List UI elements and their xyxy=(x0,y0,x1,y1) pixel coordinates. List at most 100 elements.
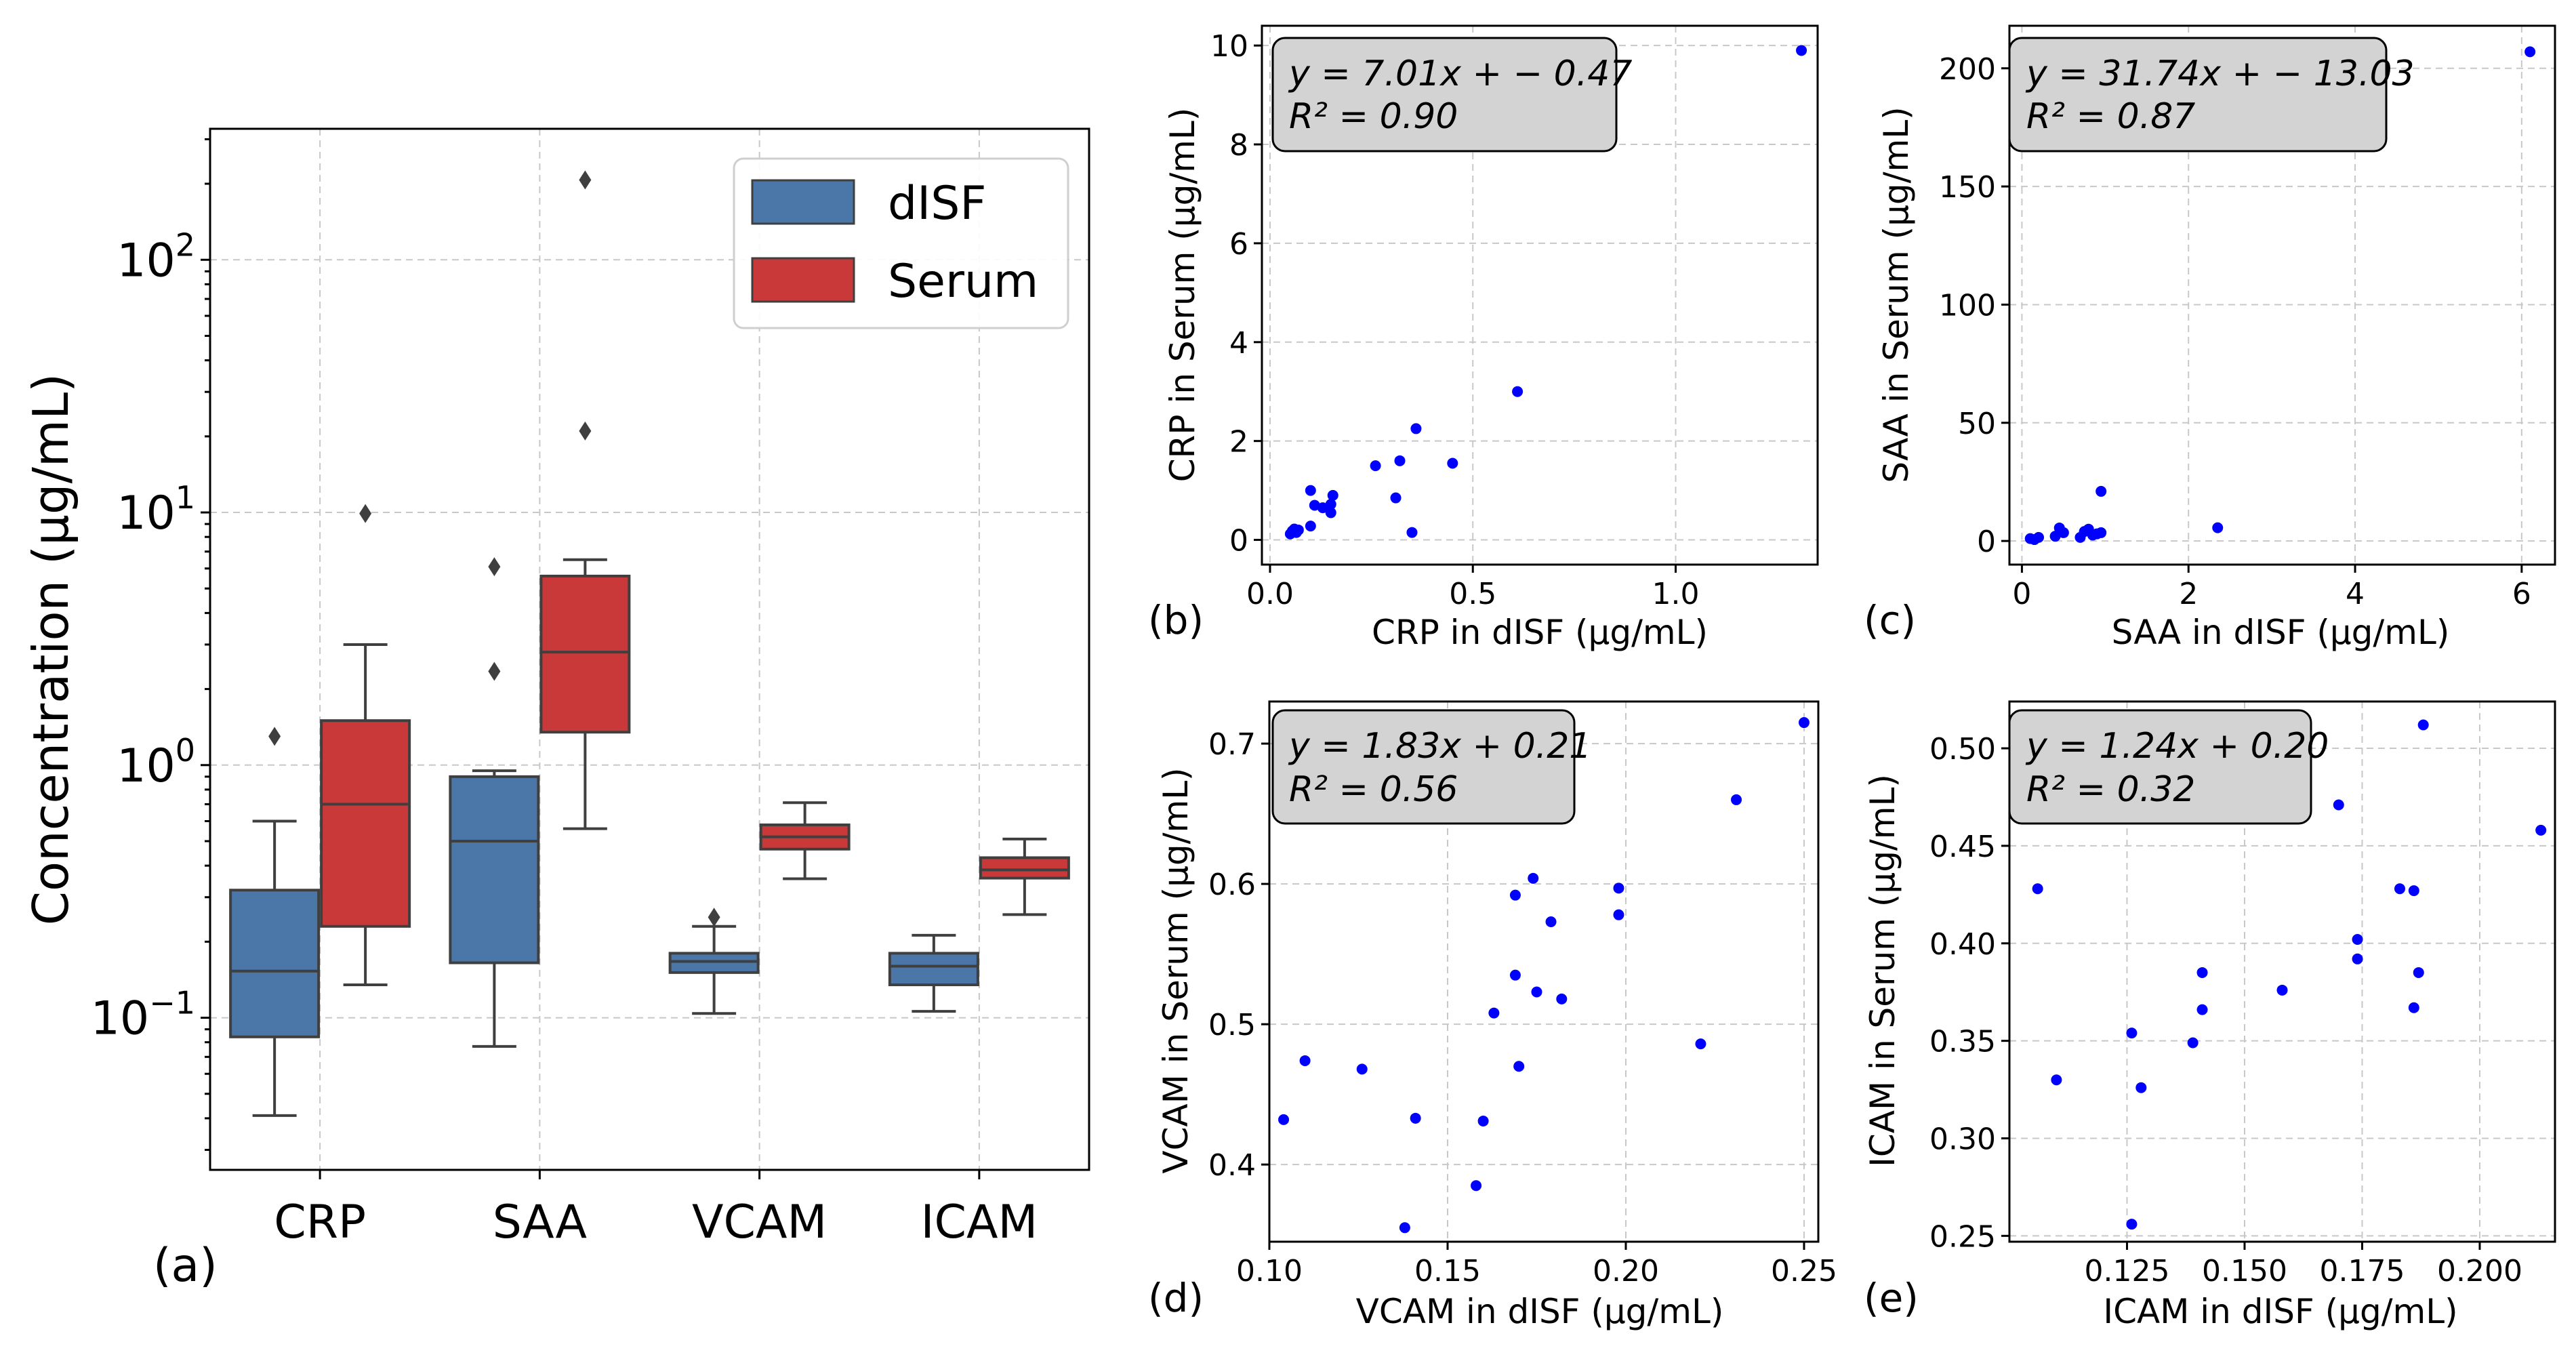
scatter-e-x-tick-label: 0.125 xyxy=(2085,1254,2170,1288)
scatter-d-point xyxy=(1613,882,1624,894)
scatter-b-y-tick-label: 8 xyxy=(1229,128,1248,163)
boxplot-y-ticks: 10−1 100 101 102 xyxy=(91,138,210,1151)
scatter-panel-b: 0.0 0.5 1.0 0 2 4 6 8 10 CRP in dISF (µg/mL) CRP… xyxy=(1148,24,1819,652)
scatter-panel-e: 0.125 0.150 0.175 0.200 0.25 0.30 0.35 0.40 0.45… xyxy=(1863,700,2556,1331)
scatter-b-point xyxy=(1370,460,1381,472)
scatter-b-y-tick-label: 6 xyxy=(1229,227,1248,262)
scatter-e-point xyxy=(2135,1082,2147,1093)
scatter-c-y-label: SAA in Serum (µg/mL) xyxy=(1877,106,1916,483)
scatter-e-x-tick-label: 0.175 xyxy=(2319,1254,2405,1288)
scatter-d-equation-box xyxy=(1271,709,1576,825)
scatter-d-y-tick-label: 0.7 xyxy=(1208,727,1256,762)
scatter-c-point xyxy=(2212,522,2224,533)
scatter-e-y-tick-label: 0.30 xyxy=(1929,1122,1996,1157)
scatter-c-points xyxy=(2024,46,2536,546)
scatter-d-x-tick-label: 0.10 xyxy=(1236,1254,1303,1288)
legend-label-disf: dISF xyxy=(888,177,987,230)
scatter-e-y-label: ICAM in Serum (µg/mL) xyxy=(1863,774,1902,1167)
box-iqr xyxy=(320,719,411,928)
scatter-d-point xyxy=(1356,1063,1368,1075)
scatter-e-y-tick-label: 0.40 xyxy=(1929,927,1996,962)
scatter-c-frame xyxy=(2008,24,2556,566)
scatter-e-frame xyxy=(2008,700,2556,1243)
scatter-e-point xyxy=(2126,1219,2138,1230)
scatter-d-x-label: VCAM in dISF (µg/mL) xyxy=(1356,1292,1724,1331)
scatter-d-point xyxy=(1513,1061,1525,1072)
scatter-b-y-tick-label: 2 xyxy=(1229,425,1248,460)
scatter-d-point xyxy=(1471,1180,1482,1192)
scatter-b-y-tick-label: 0 xyxy=(1229,524,1248,558)
scatter-b-points xyxy=(1284,45,1807,540)
scatter-c-x-tick-label: 6 xyxy=(2512,577,2531,611)
panel-tag-d: (d) xyxy=(1148,1275,1204,1321)
scatter-c-point xyxy=(2095,485,2107,497)
scatter-d-point xyxy=(1695,1038,1706,1050)
box-serum-saa xyxy=(539,170,631,830)
boxplot-y-tick-label: 100 xyxy=(117,732,195,793)
scatter-d-point xyxy=(1545,916,1557,928)
scatter-e-y-tick-label: 0.35 xyxy=(1929,1025,1996,1059)
scatter-b-point xyxy=(1317,502,1328,514)
scatter-e-r2: R² = 0.32 xyxy=(2026,769,2195,810)
scatter-b-x-tick-label: 1.0 xyxy=(1652,577,1700,611)
scatter-b-ticks: 0.0 0.5 1.0 0 2 4 6 8 10 xyxy=(1210,29,1700,611)
scatter-e-point xyxy=(2352,953,2363,964)
scatter-c-point xyxy=(2033,531,2045,543)
scatter-d-equation: y = 1.83x + 0.21 xyxy=(1288,726,1591,767)
scatter-d-y-tick-label: 0.6 xyxy=(1208,868,1256,902)
scatter-c-x-tick-label: 4 xyxy=(2346,577,2365,611)
box-disf-crp xyxy=(229,727,321,1117)
scatter-e-point xyxy=(2126,1028,2138,1039)
scatter-c-equation: y = 31.74x + − 13.03 xyxy=(2025,54,2415,94)
scatter-b-r2: R² = 0.90 xyxy=(1289,96,1458,137)
scatter-d-point xyxy=(1531,986,1542,998)
scatter-b-point xyxy=(1512,386,1524,397)
scatter-b-point xyxy=(1305,521,1316,532)
box-outlier xyxy=(708,908,720,927)
boxplot-y-tick-label: 102 xyxy=(117,226,195,287)
scatter-c-point xyxy=(2058,527,2069,538)
scatter-e-point xyxy=(2196,967,2208,978)
scatter-d-y-label: VCAM in Serum (µg/mL) xyxy=(1156,767,1195,1173)
scatter-b-point xyxy=(1406,527,1418,538)
box-iqr xyxy=(229,889,321,1038)
scatter-e-ticks: 0.125 0.150 0.175 0.200 0.25 0.30 0.35 0.40 0.45… xyxy=(1929,732,2522,1288)
scatter-d-point xyxy=(1731,794,1742,805)
boxplot-y-tick-label: 101 xyxy=(117,479,195,540)
scatter-c-ticks: 0 2 4 6 0 50 100 150 200 xyxy=(1939,52,2531,611)
scatter-c-x-tick-label: 0 xyxy=(2012,577,2031,611)
scatter-c-x-tick-label: 2 xyxy=(2179,577,2198,611)
scatter-d-x-tick-label: 0.25 xyxy=(1771,1254,1837,1288)
scatter-b-frame xyxy=(1261,24,1819,566)
scatter-c-point xyxy=(2049,531,2061,542)
scatter-d-points xyxy=(1278,717,1810,1234)
scatter-b-point xyxy=(1325,507,1336,519)
scatter-e-point xyxy=(2408,1002,2419,1013)
scatter-d-r2: R² = 0.56 xyxy=(1289,769,1458,810)
scatter-b-point xyxy=(1394,455,1406,466)
box-outlier xyxy=(359,504,372,523)
scatter-d-point xyxy=(1509,889,1521,901)
scatter-c-y-tick-label: 150 xyxy=(1939,170,1996,205)
scatter-e-x-tick-label: 0.150 xyxy=(2202,1254,2287,1288)
boxplot-x-tick-label-vcam: VCAM xyxy=(692,1196,827,1249)
scatter-b-point xyxy=(1796,45,1807,56)
scatter-d-point xyxy=(1798,717,1810,729)
box-outlier xyxy=(488,662,501,681)
scatter-panel-d: 0.10 0.15 0.20 0.25 0.4 0.5 0.6 0.7 VCAM in dIS… xyxy=(1148,700,1837,1331)
scatter-b-y-tick-label: 10 xyxy=(1210,29,1248,64)
scatter-b-point xyxy=(1447,458,1458,469)
scatter-c-y-tick-label: 0 xyxy=(1977,525,1996,559)
scatter-c-point xyxy=(2524,46,2536,58)
scatter-e-point xyxy=(2032,883,2043,895)
scatter-e-point xyxy=(2196,1004,2208,1015)
scatter-b-point xyxy=(1305,485,1316,496)
scatter-b-point xyxy=(1410,423,1422,434)
box-iqr xyxy=(668,952,760,974)
scatter-e-point xyxy=(2276,984,2288,996)
legend-swatch-disf xyxy=(751,179,855,225)
scatter-c-x-label: SAA in dISF (µg/mL) xyxy=(2112,613,2450,652)
boxplot-panel-a: 10−1 100 101 102 CRP SAA VCAM ICAM Concentrati… xyxy=(22,127,1090,1293)
scatter-c-gridlines xyxy=(2009,26,2555,565)
